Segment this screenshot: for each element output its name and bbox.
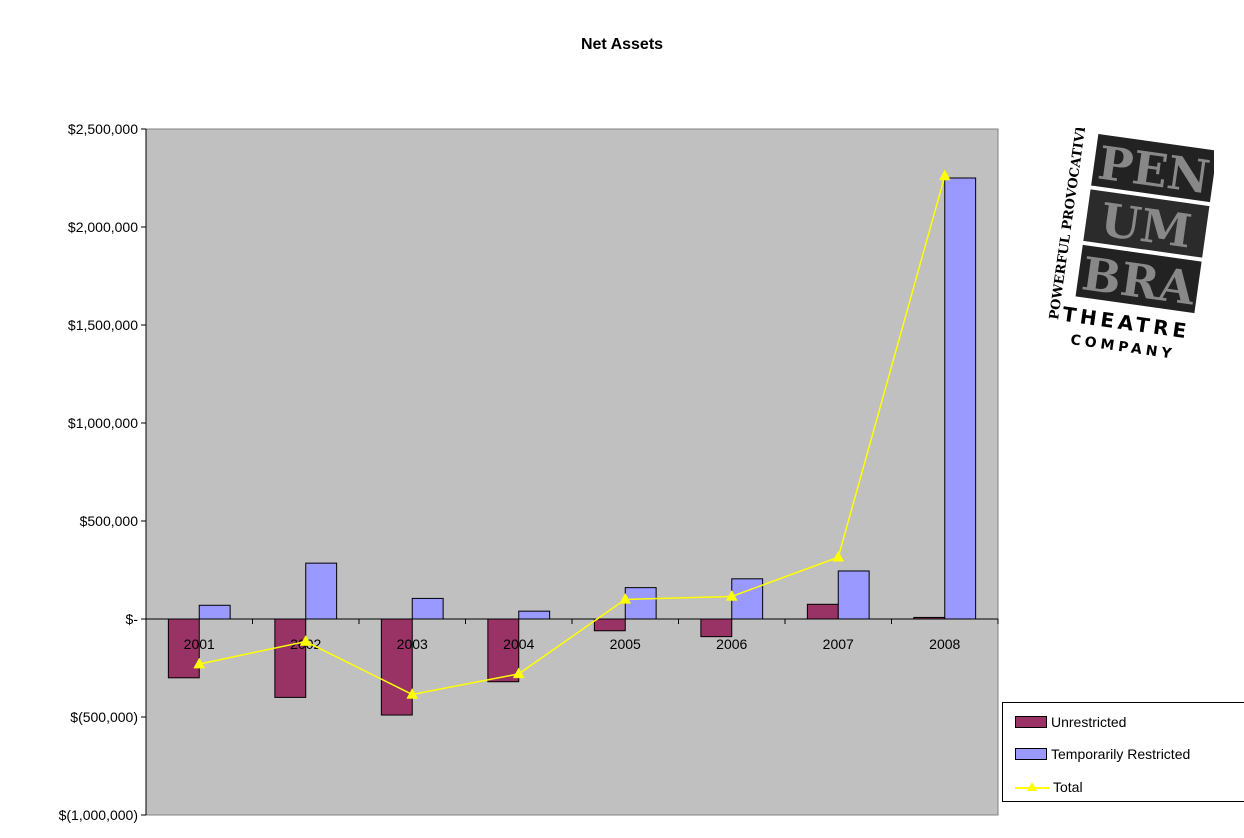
- penumbra-logo: PEN UM BRA THEATRE COMPANY POWERFUL PROV…: [1047, 128, 1214, 363]
- bar-unrestricted-2002: [274, 618, 307, 698]
- bar-temporarily-restricted-2008: [944, 177, 977, 620]
- legend-item-total: Total: [1015, 776, 1083, 798]
- marker-total-2006: [725, 589, 738, 601]
- y-tick-label: $2,500,000: [68, 121, 138, 137]
- legend-item-temporarily-restricted: Temporarily Restricted: [1015, 743, 1190, 765]
- y-tick-label: $(1,000,000): [59, 807, 138, 823]
- bar-temporarily-restricted-2006: [731, 578, 764, 620]
- y-tick-label: $2,000,000: [68, 219, 138, 235]
- legend-swatch-temporarily-restricted: [1015, 748, 1047, 760]
- y-tick-label: $1,000,000: [68, 415, 138, 431]
- svg-text:UM: UM: [1097, 192, 1195, 258]
- y-tick-label: $500,000: [80, 513, 139, 529]
- bar-temporarily-restricted-2004: [518, 610, 551, 620]
- bar-unrestricted-2007: [806, 603, 839, 620]
- marker-total-2008: [938, 169, 951, 181]
- x-tick-label: 2006: [716, 636, 747, 652]
- bar-unrestricted-2003: [380, 618, 413, 716]
- legend-item-unrestricted: Unrestricted: [1015, 711, 1126, 733]
- marker-total-2007: [832, 550, 845, 562]
- x-tick-label: 2001: [184, 636, 215, 652]
- marker-total-2001: [193, 657, 206, 669]
- bar-unrestricted-2005: [593, 618, 626, 632]
- x-tick-label: 2004: [503, 636, 534, 652]
- y-tick-label: $(500,000): [70, 709, 138, 725]
- bar-temporarily-restricted-2001: [198, 604, 231, 620]
- line-total: [199, 175, 946, 696]
- x-tick-label: 2003: [397, 636, 428, 652]
- x-tick-label: 2008: [929, 636, 960, 652]
- bar-temporarily-restricted-2002: [305, 562, 338, 620]
- plot-area: [145, 128, 999, 816]
- marker-total-2005: [619, 592, 632, 604]
- legend-label: Total: [1053, 779, 1083, 795]
- bar-unrestricted-2006: [700, 618, 733, 638]
- x-tick-label: 2005: [610, 636, 641, 652]
- y-tick-label: $-: [126, 611, 139, 627]
- chart-legend: Unrestricted Temporarily Restricted Tota…: [1002, 702, 1244, 802]
- bar-temporarily-restricted-2007: [837, 570, 870, 620]
- legend-swatch-unrestricted: [1015, 716, 1047, 728]
- chart-title: Net Assets: [580, 36, 664, 53]
- bar-unrestricted-2008: [913, 616, 946, 620]
- y-tick-label: $1,500,000: [68, 317, 138, 333]
- legend-label: Unrestricted: [1051, 714, 1127, 730]
- legend-label: Temporarily Restricted: [1051, 746, 1191, 762]
- marker-total-2003: [406, 687, 419, 699]
- marker-total-2002: [299, 635, 312, 646]
- bar-temporarily-restricted-2003: [411, 597, 444, 620]
- marker-total-2004: [512, 667, 525, 679]
- bar-unrestricted-2004: [487, 618, 520, 683]
- legend-line-total: [1015, 781, 1049, 793]
- x-tick-label: 2007: [823, 636, 854, 652]
